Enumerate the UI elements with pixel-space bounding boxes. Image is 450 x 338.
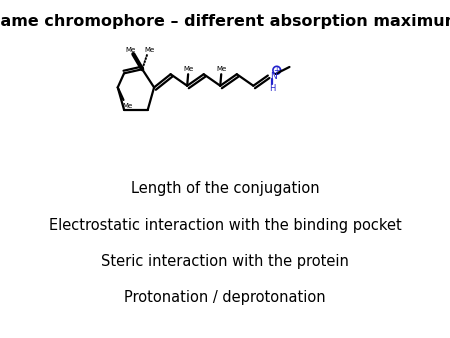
Text: +: + xyxy=(274,66,280,75)
Text: Length of the conjugation: Length of the conjugation xyxy=(130,181,320,196)
Text: Steric interaction with the protein: Steric interaction with the protein xyxy=(101,254,349,269)
Text: Me: Me xyxy=(184,66,194,72)
Text: Me: Me xyxy=(125,47,135,53)
Text: N: N xyxy=(270,72,276,81)
Text: Me: Me xyxy=(217,66,227,72)
Text: Same chromophore – different absorption maximum: Same chromophore – different absorption … xyxy=(0,14,450,29)
Text: Me: Me xyxy=(144,47,154,53)
Text: Electrostatic interaction with the binding pocket: Electrostatic interaction with the bindi… xyxy=(49,218,401,233)
Text: H: H xyxy=(269,84,275,93)
Text: Me: Me xyxy=(122,102,132,108)
Text: Protonation / deprotonation: Protonation / deprotonation xyxy=(124,290,326,305)
